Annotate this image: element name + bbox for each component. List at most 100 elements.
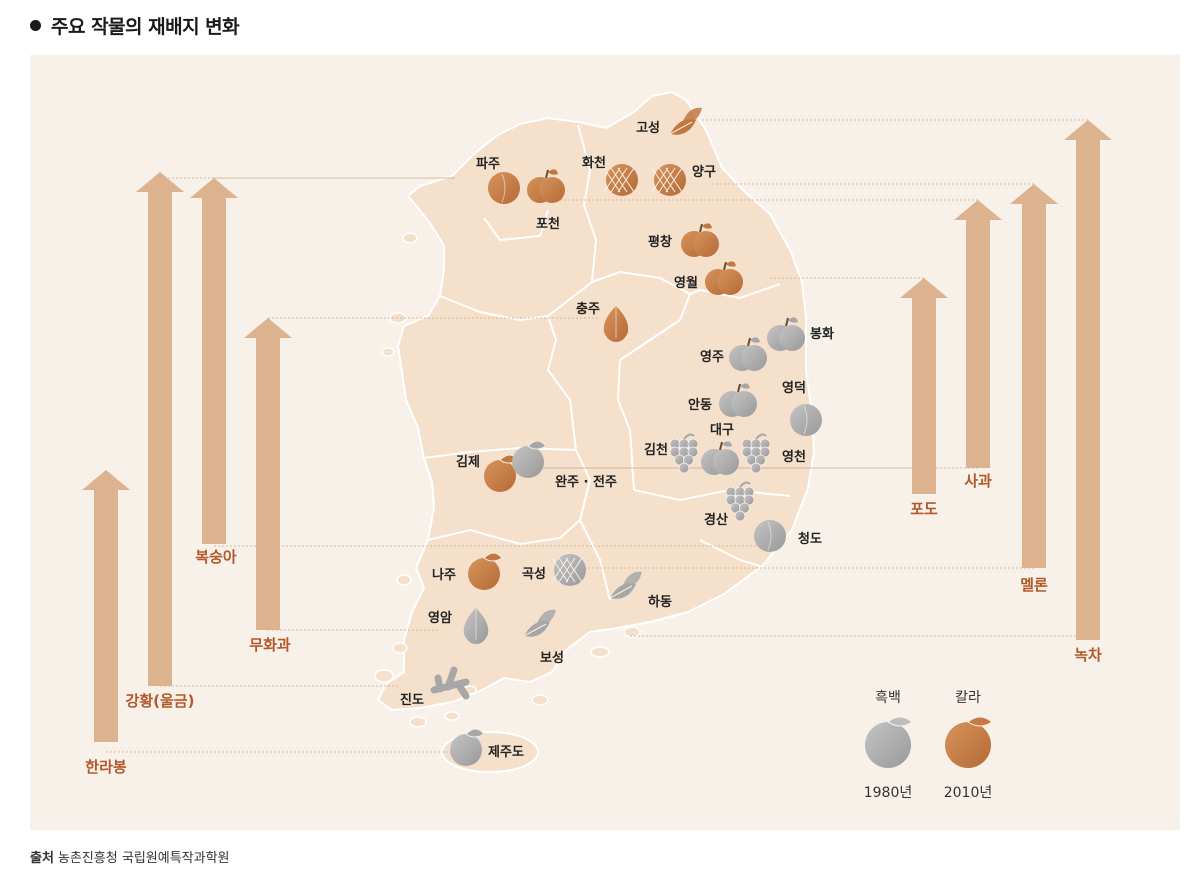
고성-tea-leaf-icon: [669, 107, 702, 135]
legend: 흑백 칼라 1980년 2010년: [864, 689, 993, 801]
청도-peach-icon: [754, 520, 786, 552]
경산-grape-icon: [725, 481, 755, 522]
place-label-완주-전주: 완주 · 전주: [555, 474, 617, 490]
province-borders: [423, 124, 791, 601]
보성-tea-leaf-icon: [523, 609, 556, 637]
island-7: [623, 626, 641, 638]
crop-arrows: [82, 120, 1112, 742]
완주-전주-citrus-icon: [512, 440, 547, 478]
영암-fig-icon: [463, 608, 489, 644]
arrow-녹차: [1064, 120, 1112, 640]
island-6: [590, 646, 610, 658]
legend-color-year: 2010년: [944, 785, 993, 801]
island-2: [392, 642, 408, 654]
영주-apple-icon: [729, 337, 767, 371]
crop-label-한라봉: 한라봉: [85, 758, 127, 776]
border-chungbuk-gangwon: [619, 271, 781, 300]
place-label-영월: 영월: [674, 275, 698, 291]
border-gyeonggi-south: [439, 281, 593, 322]
source-note: 출처 농촌진흥청 국립원예특작과학원: [30, 847, 230, 866]
source-label: 출처: [30, 851, 54, 866]
legend-mono-year: 1980년: [864, 785, 913, 801]
legend-color-label: 칼라: [955, 690, 981, 706]
place-label-김제: 김제: [456, 455, 480, 470]
place-label-안동: 안동: [688, 397, 712, 413]
place-label-하동: 하동: [648, 594, 672, 610]
place-label-나주: 나주: [432, 567, 456, 583]
안동-apple-icon: [719, 383, 757, 417]
place-label-제주도: 제주도: [488, 745, 524, 760]
place-label-영덕: 영덕: [782, 380, 806, 396]
영천-grape-icon: [741, 433, 771, 474]
leader-lines: [106, 119, 1088, 753]
place-label-김천: 김천: [644, 443, 668, 458]
island-5: [531, 694, 549, 706]
place-label-포천: 포천: [536, 217, 560, 232]
place-label-고성: 고성: [636, 121, 660, 136]
place-label-봉화: 봉화: [810, 326, 834, 342]
border-jeonbuk-jeonnam: [427, 519, 581, 546]
place-label-영주: 영주: [700, 350, 724, 365]
place-label-대구: 대구: [710, 423, 734, 438]
border-gyeongnam-busan: [699, 539, 761, 567]
island-11: [396, 574, 412, 586]
하동-tea-leaf-icon: [609, 571, 642, 599]
화천-melon-icon: [603, 164, 638, 196]
title-block: 주요 작물의 재배지 변화: [30, 10, 240, 40]
arrow-무화과: [244, 318, 292, 630]
arrow-포도: [900, 278, 948, 494]
김천-grape-icon: [669, 433, 699, 474]
place-label-경산: 경산: [704, 512, 728, 528]
source-text: 농촌진흥청 국립원예특작과학원: [57, 851, 230, 866]
crop-icons: [430, 107, 822, 766]
대구-apple-icon: [701, 441, 739, 475]
나주-citrus-icon: [468, 552, 503, 590]
곡성-melon-icon: [551, 554, 586, 586]
봉화-apple-icon: [767, 317, 805, 351]
파주-peach-icon: [488, 172, 520, 204]
island-1: [374, 669, 394, 683]
arrow-사과: [954, 200, 1002, 468]
border-seoul: [483, 209, 549, 242]
legend-mono-label: 흑백: [875, 689, 901, 706]
포천-apple-icon: [527, 169, 565, 203]
arrow-멜론: [1010, 184, 1058, 568]
영월-apple-icon: [705, 261, 743, 295]
place-label-양구: 양구: [692, 165, 716, 180]
crop-label-강황-울금-: 강황(울금): [126, 692, 195, 710]
crop-label-녹차: 녹차: [1074, 646, 1102, 664]
양구-melon-icon: [651, 164, 686, 196]
page-title: 주요 작물의 재배지 변화: [51, 15, 240, 38]
legend-color-citrus-icon: [945, 716, 993, 768]
island-10: [402, 232, 418, 244]
place-label-영천: 영천: [782, 450, 806, 465]
title-bullet-icon: [30, 19, 41, 31]
충주-fig-icon: [603, 306, 629, 342]
place-label-화천: 화천: [582, 155, 606, 171]
영덕-peach-icon: [790, 404, 822, 436]
제주도-citrus-icon: [450, 728, 485, 766]
crop-label-무화과: 무화과: [249, 636, 291, 654]
place-label-충주: 충주: [576, 301, 600, 317]
border-chungbuk-gyeongbuk: [616, 293, 691, 491]
crop-label-복숭아: 복숭아: [195, 548, 237, 566]
island-3: [409, 716, 427, 728]
legend-mono-citrus-icon: [865, 716, 913, 768]
진도-ginger-icon: [430, 666, 470, 700]
border-gyeonggi-gangwon: [577, 124, 621, 284]
border-chungnam-chungbuk: [546, 315, 577, 451]
place-label-곡성: 곡성: [522, 567, 546, 582]
border-gyeongbuk-gyeongnam: [633, 488, 791, 502]
crop-label-멜론: 멜론: [1020, 576, 1048, 594]
place-label-평창: 평창: [648, 234, 672, 250]
place-label-영암: 영암: [428, 610, 452, 626]
crop-label-포도: 포도: [910, 500, 938, 518]
border-chungnam-jeonbuk: [423, 446, 577, 459]
place-label-파주: 파주: [476, 157, 500, 172]
island-9: [381, 347, 395, 357]
land-mass: [374, 90, 816, 773]
place-label-보성: 보성: [540, 651, 564, 666]
place-label-청도: 청도: [798, 531, 822, 547]
arrow-강황-울금-: [136, 172, 184, 686]
